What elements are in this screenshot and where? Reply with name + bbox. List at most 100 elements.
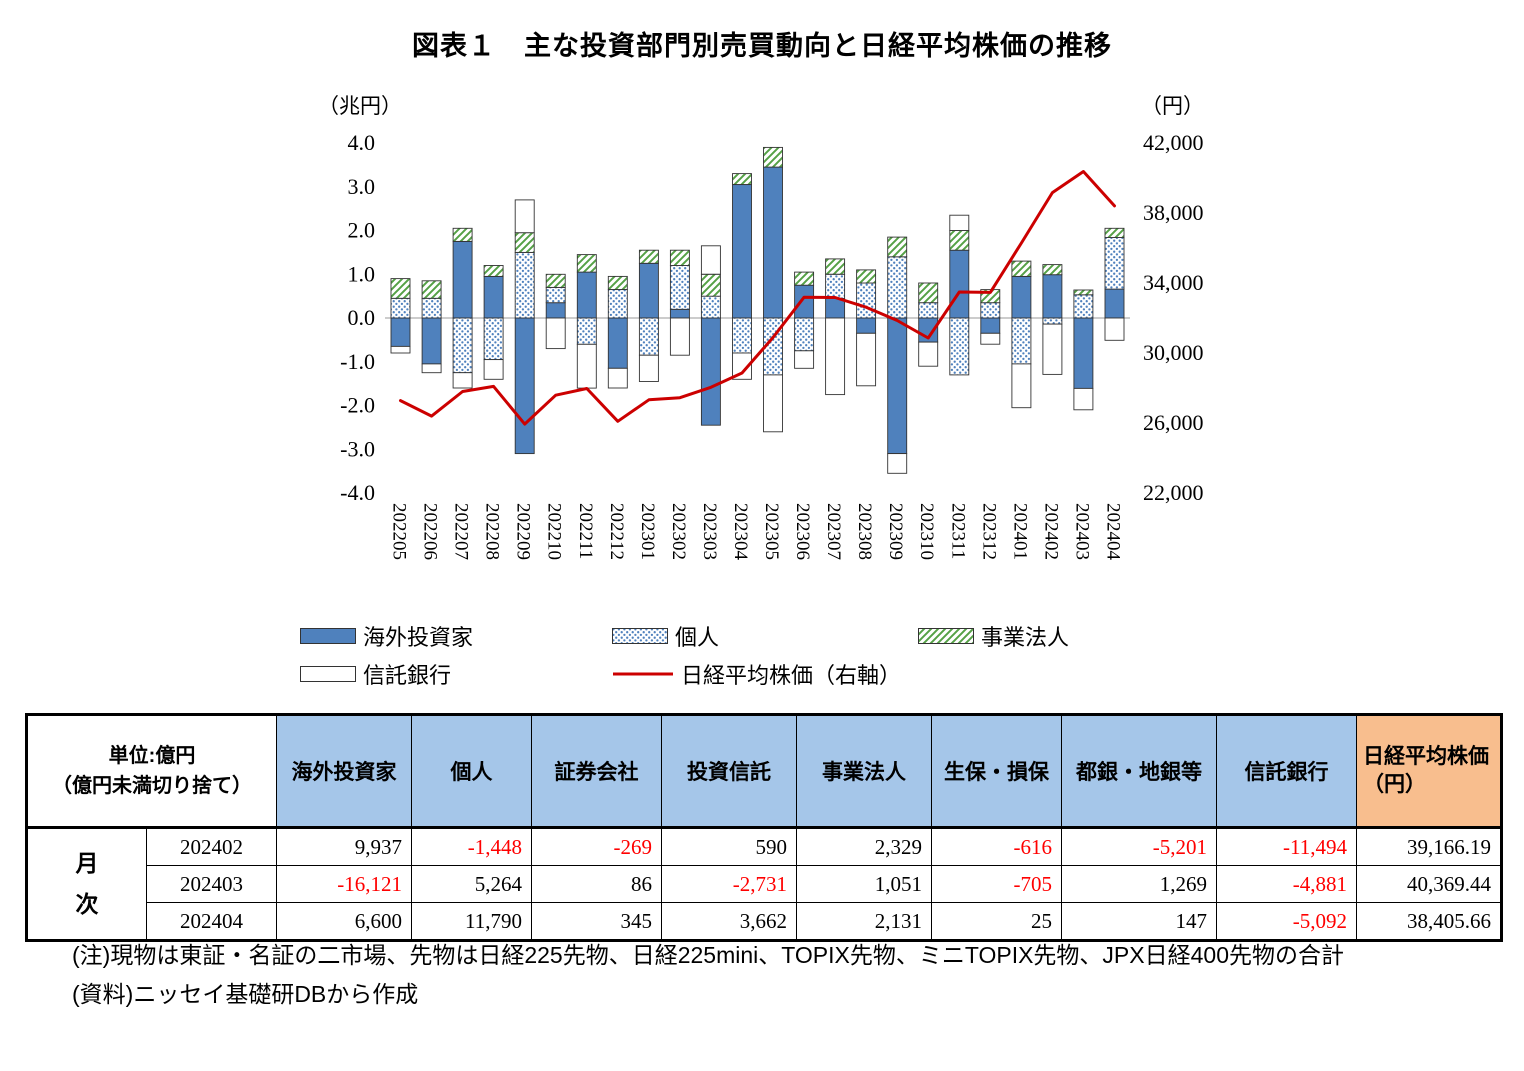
bar-segment xyxy=(825,317,846,396)
col-header-individual: 個人 xyxy=(411,714,532,829)
bar-segment xyxy=(1073,317,1094,389)
row-group-label: 月次 xyxy=(26,827,147,941)
left-axis-tick-label: 4.0 xyxy=(348,130,376,155)
left-axis-tick-label: 0.0 xyxy=(348,305,376,330)
table-value-cell: 3,662 xyxy=(661,902,797,941)
bar-segment xyxy=(607,275,628,290)
bar-segment xyxy=(887,317,908,455)
x-axis-tick-label: 202304 xyxy=(730,503,751,561)
col-header-foreign: 海外投資家 xyxy=(276,714,412,829)
bar-segment xyxy=(1011,275,1032,319)
left-axis-tick-label: -3.0 xyxy=(340,436,375,461)
x-axis-tick-label: 202209 xyxy=(513,503,534,560)
table-row: 202403 -16,121 5,264 86 -2,731 1,051 -705 1,269… xyxy=(27,865,1502,903)
bar-segment xyxy=(700,295,721,319)
bar-segment xyxy=(483,317,504,361)
unit-line1: 単位:億円 xyxy=(108,745,196,767)
bar-segment xyxy=(545,317,566,350)
x-axis-tick-label: 202301 xyxy=(637,503,658,560)
col-header-trust-banks: 信託銀行 xyxy=(1216,714,1357,829)
table-value-cell: -705 xyxy=(931,865,1062,903)
data-table: 単位:億円 （億円未満切り捨て） 海外投資家 個人 証券会社 投資信託 事業法人… xyxy=(25,713,1503,942)
bar-segment xyxy=(887,256,908,319)
legend-label: 事業法人 xyxy=(981,625,1070,650)
x-axis-tick-label: 202305 xyxy=(761,503,782,560)
bar-segment xyxy=(700,273,721,297)
bar-segment xyxy=(980,317,1001,334)
table-value-cell: -1,448 xyxy=(411,827,532,866)
bar-segment xyxy=(545,302,566,319)
bar-segment xyxy=(700,317,721,426)
legend-label: 海外投資家 xyxy=(363,625,474,650)
bar-segment xyxy=(949,230,970,251)
bar-segment xyxy=(545,286,566,304)
x-axis-tick-label: 202207 xyxy=(451,503,472,560)
table-row: 月次 202402 9,937 -1,448 -269 590 2,329 -616 -5,20… xyxy=(26,827,1502,941)
table-header-row: 単位:億円 （億円未満切り捨て） 海外投資家 個人 証券会社 投資信託 事業法人… xyxy=(26,714,1502,829)
legend-swatch-line-icon xyxy=(613,672,673,676)
bar-segment xyxy=(576,254,597,273)
table-value-cell: 11,790 xyxy=(411,902,532,941)
chart-area: （兆円） （円） 4.0 3.0 2.0 1.0 0.0 -1.0 -2.0 -3.0 -4.0 42… xyxy=(285,88,1245,618)
x-axis-tick-label: 202210 xyxy=(544,503,565,560)
bar-segment xyxy=(390,317,411,347)
bar-segment xyxy=(1073,387,1094,411)
left-axis-tick-label: -4.0 xyxy=(340,480,375,505)
chart-title: 図表１ 主な投資部門別売買動向と日経平均株価の推移 xyxy=(412,31,1112,61)
col-header-nikkei: 日経平均株価 （円） xyxy=(1356,714,1502,829)
legend-item-trust-banks: 信託銀行 xyxy=(300,658,451,690)
table-value-cell: -4,881 xyxy=(1216,865,1357,903)
bar-segment xyxy=(514,251,535,319)
bar-segment xyxy=(421,297,442,319)
bar-segment xyxy=(949,249,970,319)
bar-segment xyxy=(1011,260,1032,277)
bar-segment xyxy=(794,350,815,369)
x-axis-tick-label: 202404 xyxy=(1103,503,1124,561)
bar-segment xyxy=(980,302,1001,319)
bar-segment xyxy=(825,258,846,275)
bar-segment xyxy=(1042,274,1063,319)
x-axis-tick-label: 202211 xyxy=(575,503,596,559)
x-axis-tick-label: 202208 xyxy=(482,503,503,560)
bar-segment xyxy=(483,265,504,277)
bar-segment xyxy=(483,359,504,380)
table-value-cell: 39,166.19 xyxy=(1356,827,1502,866)
bar-segment xyxy=(856,332,877,387)
bar-segment xyxy=(1042,323,1063,375)
table-value-cell: 38,405.66 xyxy=(1356,902,1502,941)
left-axis-tick-label: -2.0 xyxy=(340,393,375,418)
unit-line2: （億円未満切り捨て） xyxy=(52,775,252,797)
bar-segment xyxy=(856,317,877,334)
legend-item-nikkei-line: 日経平均株価（右軸） xyxy=(612,658,901,690)
right-axis-tick-label: 30,000 xyxy=(1143,340,1204,365)
legend-item-business-corporations: 事業法人 xyxy=(918,620,1069,652)
col-header-banks: 都銀・地銀等 xyxy=(1061,714,1217,829)
x-axis-tick-label: 202303 xyxy=(699,503,720,560)
table-value-cell: 345 xyxy=(531,902,662,941)
table-value-cell: -2,731 xyxy=(661,865,797,903)
x-axis-tick-label: 202306 xyxy=(792,503,813,560)
left-axis-tick-label: 1.0 xyxy=(348,261,376,286)
bar-segment xyxy=(669,265,690,310)
nikkei-label: 日経平均株価 xyxy=(1363,744,1489,768)
note-text: (注)現物は東証・名証の二市場、先物は日経225先物、日経225mini、TOP… xyxy=(72,942,1344,968)
bar-segment xyxy=(732,173,752,185)
left-axis-tick-label: 3.0 xyxy=(348,174,376,199)
bar-segment xyxy=(1042,317,1063,325)
table-row: 202404 6,600 11,790 345 3,662 2,131 25 147 -5,09… xyxy=(27,902,1502,941)
bar-segment xyxy=(607,289,628,319)
right-axis-tick-label: 38,000 xyxy=(1143,200,1204,225)
legend-swatch-hatch-icon xyxy=(918,628,974,644)
table-unit-header: 単位:億円 （億円未満切り捨て） xyxy=(26,714,277,829)
legend-label: 信託銀行 xyxy=(363,663,452,688)
bar-segment xyxy=(576,271,597,319)
bar-segment xyxy=(452,227,473,242)
bar-segment xyxy=(856,269,877,284)
col-header-investment-trust: 投資信託 xyxy=(661,714,797,829)
bar-segment xyxy=(669,317,690,356)
x-axis-tick-label: 202308 xyxy=(854,503,875,560)
right-axis-tick-label: 22,000 xyxy=(1143,480,1204,505)
legend-swatch-solid-icon xyxy=(300,628,356,644)
right-axis-unit: （円） xyxy=(1141,95,1204,118)
bar-segment xyxy=(638,262,659,319)
